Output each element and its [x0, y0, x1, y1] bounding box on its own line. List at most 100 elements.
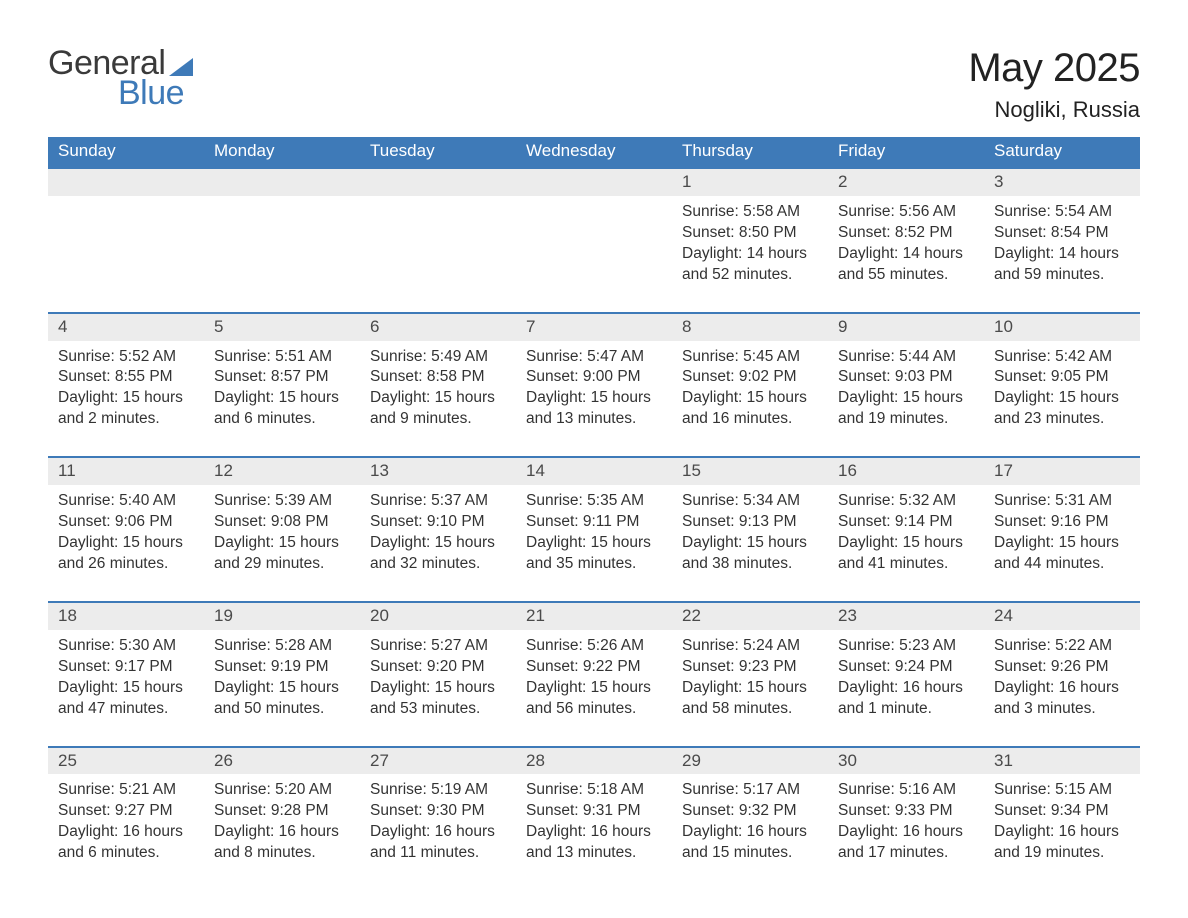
day-number-cell: 7 [516, 313, 672, 341]
title-block: May 2025 Nogliki, Russia [968, 46, 1140, 123]
day-data-row: Sunrise: 5:40 AMSunset: 9:06 PMDaylight:… [48, 485, 1140, 602]
day-day1: Daylight: 15 hours [994, 533, 1130, 554]
day-day2: and 11 minutes. [370, 843, 506, 864]
day-day1: Daylight: 14 hours [994, 244, 1130, 265]
day-data-cell: Sunrise: 5:44 AMSunset: 9:03 PMDaylight:… [828, 341, 984, 458]
day-sunrise: Sunrise: 5:34 AM [682, 491, 818, 512]
day-day2: and 16 minutes. [682, 409, 818, 430]
day-data-cell: Sunrise: 5:37 AMSunset: 9:10 PMDaylight:… [360, 485, 516, 602]
day-day2: and 47 minutes. [58, 699, 194, 720]
day-number-cell [48, 168, 204, 196]
day-sunrise: Sunrise: 5:52 AM [58, 347, 194, 368]
day-number-cell: 30 [828, 747, 984, 775]
day-sunset: Sunset: 9:02 PM [682, 367, 818, 388]
day-day2: and 8 minutes. [214, 843, 350, 864]
day-day2: and 23 minutes. [994, 409, 1130, 430]
day-day1: Daylight: 15 hours [58, 678, 194, 699]
day-data-cell: Sunrise: 5:51 AMSunset: 8:57 PMDaylight:… [204, 341, 360, 458]
day-data-row: Sunrise: 5:58 AMSunset: 8:50 PM Daylight:… [48, 196, 1140, 313]
day-sunrise: Sunrise: 5:51 AM [214, 347, 350, 368]
day-number-cell: 9 [828, 313, 984, 341]
day-day1: Daylight: 14 hours [838, 244, 974, 265]
day-data-cell: Sunrise: 5:31 AMSunset: 9:16 PMDaylight:… [984, 485, 1140, 602]
day-sunrise: Sunrise: 5:15 AM [994, 780, 1130, 801]
day-data-cell: Sunrise: 5:18 AMSunset: 9:31 PMDaylight:… [516, 774, 672, 874]
location-subtitle: Nogliki, Russia [968, 97, 1140, 123]
day-number-cell: 8 [672, 313, 828, 341]
day-day2: and 53 minutes. [370, 699, 506, 720]
day-sunrise: Sunrise: 5:21 AM [58, 780, 194, 801]
day-day1: Daylight: 15 hours [214, 678, 350, 699]
day-sunset: Sunset: 9:23 PM [682, 657, 818, 678]
day-data-cell: Sunrise: 5:16 AMSunset: 9:33 PMDaylight:… [828, 774, 984, 874]
day-sunset: Sunset: 8:52 PM [838, 223, 974, 244]
day-sunset: Sunset: 9:11 PM [526, 512, 662, 533]
day-sunrise: Sunrise: 5:20 AM [214, 780, 350, 801]
day-number-cell: 26 [204, 747, 360, 775]
day-data-cell: Sunrise: 5:49 AMSunset: 8:58 PMDaylight:… [360, 341, 516, 458]
day-data-cell: Sunrise: 5:35 AMSunset: 9:11 PMDaylight:… [516, 485, 672, 602]
day-sunrise: Sunrise: 5:18 AM [526, 780, 662, 801]
day-day1: Daylight: 15 hours [838, 388, 974, 409]
day-data-cell: Sunrise: 5:27 AMSunset: 9:20 PMDaylight:… [360, 630, 516, 747]
day-day2: and 13 minutes. [526, 409, 662, 430]
day-day2: and 15 minutes. [682, 843, 818, 864]
day-sunset: Sunset: 9:30 PM [370, 801, 506, 822]
day-sunset: Sunset: 8:57 PM [214, 367, 350, 388]
day-number-cell: 13 [360, 457, 516, 485]
day-sunrise: Sunrise: 5:17 AM [682, 780, 818, 801]
day-data-row: Sunrise: 5:52 AMSunset: 8:55 PM Daylight:… [48, 341, 1140, 458]
day-number-cell: 24 [984, 602, 1140, 630]
day-sunrise: Sunrise: 5:54 AM [994, 202, 1130, 223]
day-sunset: Sunset: 8:55 PM [58, 367, 194, 388]
day-number-cell: 1 [672, 168, 828, 196]
day-day2: and 1 minute. [838, 699, 974, 720]
day-number-cell: 20 [360, 602, 516, 630]
day-sunset: Sunset: 9:31 PM [526, 801, 662, 822]
weekday-header: Tuesday [360, 137, 516, 168]
day-day2: and 3 minutes. [994, 699, 1130, 720]
calendar-page: General Blue May 2025 Nogliki, Russia Su… [0, 0, 1188, 918]
day-sunset: Sunset: 9:33 PM [838, 801, 974, 822]
day-number-cell [516, 168, 672, 196]
day-number-cell: 12 [204, 457, 360, 485]
day-day2: and 13 minutes. [526, 843, 662, 864]
day-sunset: Sunset: 9:19 PM [214, 657, 350, 678]
day-sunrise: Sunrise: 5:40 AM [58, 491, 194, 512]
weekday-header: Sunday [48, 137, 204, 168]
day-data-cell: Sunrise: 5:58 AMSunset: 8:50 PMDaylight:… [672, 196, 828, 313]
calendar-table: SundayMondayTuesdayWednesdayThursdayFrid… [48, 137, 1140, 874]
day-sunset: Sunset: 9:20 PM [370, 657, 506, 678]
day-sunset: Sunset: 8:54 PM [994, 223, 1130, 244]
weekday-header: Thursday [672, 137, 828, 168]
day-number-cell: 27 [360, 747, 516, 775]
day-data-cell: Sunrise: 5:39 AMSunset: 9:08 PMDaylight:… [204, 485, 360, 602]
day-day1: Daylight: 15 hours [994, 388, 1130, 409]
day-day1: Daylight: 15 hours [370, 533, 506, 554]
day-sunset: Sunset: 9:13 PM [682, 512, 818, 533]
day-number-row: 11121314151617 [48, 457, 1140, 485]
day-day2: and 38 minutes. [682, 554, 818, 575]
day-number-cell: 3 [984, 168, 1140, 196]
day-day2: and 58 minutes. [682, 699, 818, 720]
day-number-cell: 15 [672, 457, 828, 485]
day-number-cell: 22 [672, 602, 828, 630]
day-sunrise: Sunrise: 5:16 AM [838, 780, 974, 801]
day-data-cell: Sunrise: 5:42 AMSunset: 9:05 PMDaylight:… [984, 341, 1140, 458]
page-title: May 2025 [968, 46, 1140, 91]
day-number-row: 123 [48, 168, 1140, 196]
day-day1: Daylight: 16 hours [838, 678, 974, 699]
day-data-cell: Sunrise: 5:30 AMSunset: 9:17 PMDaylight:… [48, 630, 204, 747]
day-number-cell: 18 [48, 602, 204, 630]
day-data-cell: Sunrise: 5:54 AMSunset: 8:54 PMDaylight:… [984, 196, 1140, 313]
day-sunrise: Sunrise: 5:42 AM [994, 347, 1130, 368]
day-day1: Daylight: 15 hours [838, 533, 974, 554]
day-day2: and 6 minutes. [58, 843, 194, 864]
day-sunset: Sunset: 8:50 PM [682, 223, 818, 244]
weekday-header: Friday [828, 137, 984, 168]
day-sunrise: Sunrise: 5:58 AM [682, 202, 818, 223]
day-sunrise: Sunrise: 5:39 AM [214, 491, 350, 512]
brand-logo: General Blue [48, 46, 193, 110]
day-day1: Daylight: 16 hours [526, 822, 662, 843]
brand-word-2: Blue [118, 76, 193, 110]
